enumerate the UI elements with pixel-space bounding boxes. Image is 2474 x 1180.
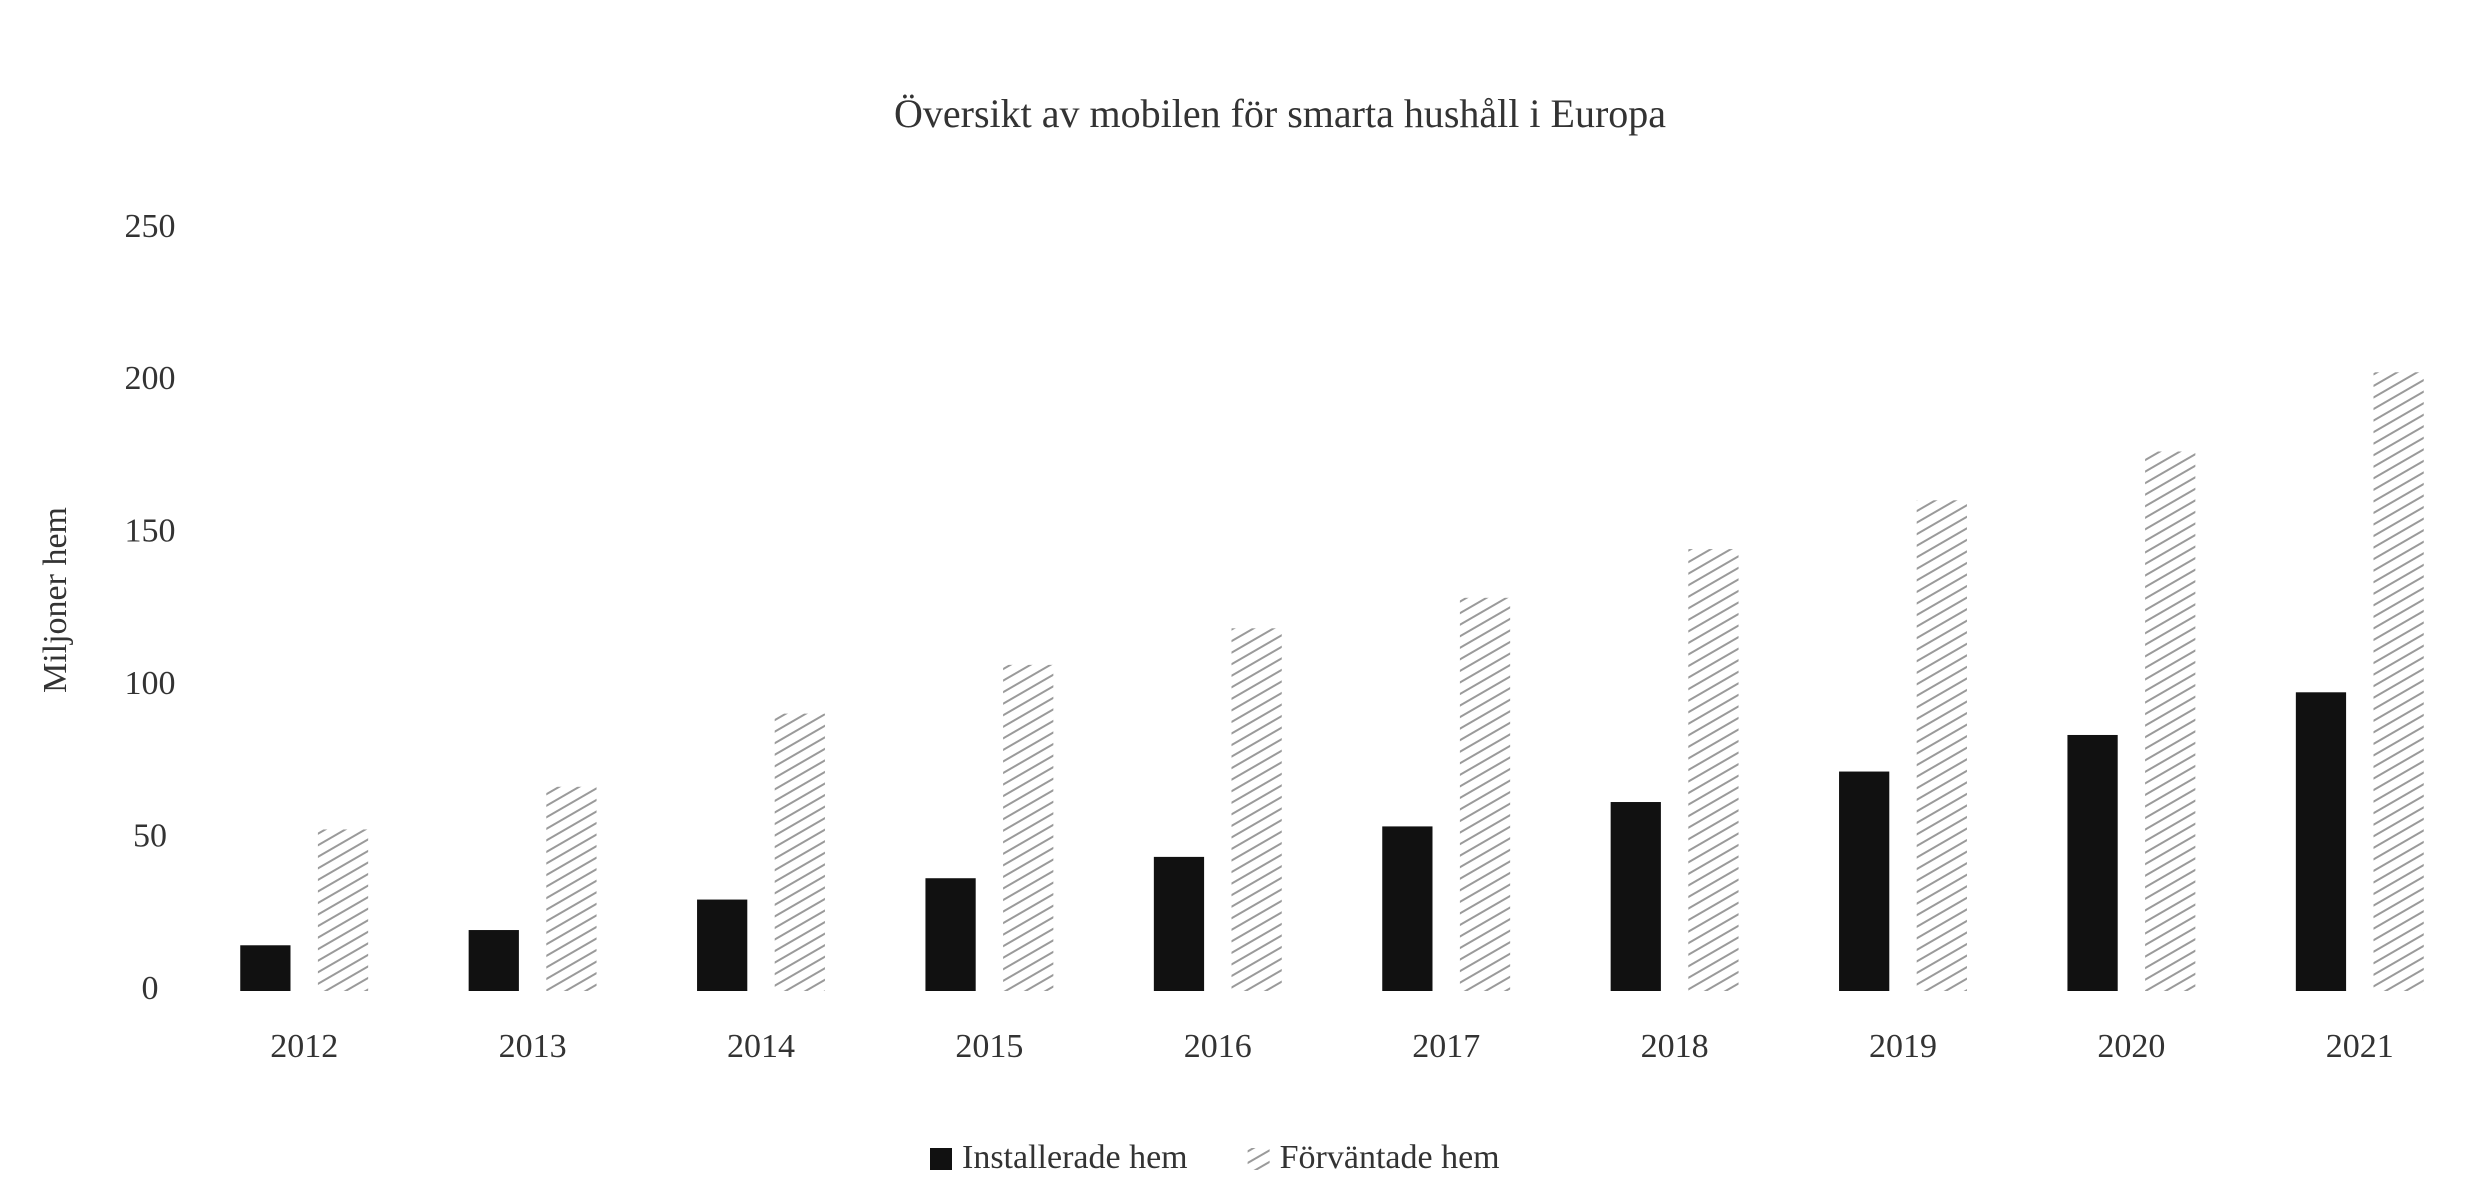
bar	[2067, 734, 2118, 991]
bar	[1003, 664, 1054, 991]
bar	[1382, 826, 1433, 991]
bar	[1839, 771, 1890, 991]
bar	[925, 878, 976, 991]
bar	[546, 786, 597, 991]
legend-label: Förväntade hem	[1280, 1139, 1500, 1176]
bar	[1459, 597, 1511, 991]
bar	[1610, 802, 1661, 991]
x-tick-label: 2018	[1641, 1028, 1709, 1065]
y-tick-label: 250	[125, 208, 176, 245]
legend-swatch	[930, 1148, 952, 1170]
y-tick-label: 100	[125, 665, 176, 702]
bar	[1916, 500, 1967, 991]
bar	[2145, 451, 2196, 991]
x-tick-label: 2020	[2097, 1028, 2165, 1065]
x-tick-label: 2021	[2326, 1028, 2394, 1065]
y-tick-label: 200	[125, 360, 176, 397]
y-axis-label: Miljoner hem	[37, 507, 74, 693]
legend-swatch	[1247, 1148, 1270, 1170]
x-tick-label: 2014	[727, 1028, 795, 1065]
bar	[2295, 692, 2347, 991]
bar	[1153, 856, 1205, 991]
x-tick-label: 2016	[1184, 1028, 1252, 1065]
chart-title: Översikt av mobilen för smarta hushåll i…	[894, 91, 1666, 136]
y-tick-label: 150	[125, 513, 176, 550]
bar	[317, 829, 369, 991]
x-tick-label: 2015	[955, 1028, 1023, 1065]
y-tick-label: 0	[142, 970, 159, 1007]
x-tick-label: 2013	[499, 1028, 567, 1065]
y-tick-label: 50	[133, 817, 167, 854]
x-tick-label: 2017	[1412, 1028, 1480, 1065]
bar	[240, 945, 291, 991]
x-tick-label: 2012	[270, 1028, 338, 1065]
bar	[774, 713, 825, 991]
bar	[697, 899, 748, 991]
x-tick-label: 2019	[1869, 1028, 1937, 1065]
bar	[468, 930, 519, 991]
legend-label: Installerade hem	[962, 1139, 1188, 1176]
bar	[2373, 372, 2424, 992]
bar	[1688, 549, 1739, 991]
bar	[1231, 628, 1282, 991]
